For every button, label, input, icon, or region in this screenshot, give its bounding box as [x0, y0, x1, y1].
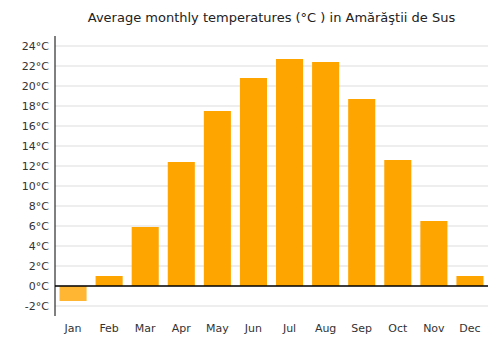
x-tick-label: May	[206, 322, 229, 335]
y-tick-label: 18°C	[22, 100, 49, 113]
zero-line	[55, 285, 488, 287]
grid-line	[55, 66, 488, 67]
bar	[96, 276, 123, 286]
grid-line	[55, 46, 488, 47]
x-tick-label: Dec	[459, 322, 480, 335]
x-tick-label: Nov	[423, 322, 445, 335]
x-tick-label: Mar	[135, 322, 156, 335]
chart-container: Average monthly temperatures (°C ) in Am…	[0, 0, 500, 350]
y-tick-label: 0°C	[29, 280, 49, 293]
x-tick-label: Apr	[172, 322, 192, 335]
y-tick-label: 20°C	[22, 80, 49, 93]
grid-line	[55, 86, 488, 87]
bar	[348, 99, 375, 286]
y-axis-line	[55, 36, 56, 316]
bars	[60, 59, 484, 301]
y-tick-label: 14°C	[22, 140, 49, 153]
x-tick-label: Jul	[282, 322, 296, 335]
y-tick-label: 8°C	[29, 200, 49, 213]
y-tick-label: 16°C	[22, 120, 49, 133]
bar	[312, 62, 339, 286]
x-tick-label: Jan	[64, 322, 82, 335]
y-tick-label: 2°C	[29, 260, 49, 273]
x-tick-label: Feb	[99, 322, 118, 335]
x-tick-label: Jun	[244, 322, 262, 335]
title: Average monthly temperatures (°C ) in Am…	[88, 10, 456, 25]
bar	[168, 162, 195, 286]
grid-line	[55, 126, 488, 127]
y-tick-label: 24°C	[22, 40, 49, 53]
grid-line	[55, 186, 488, 187]
y-tick-label: 10°C	[22, 180, 49, 193]
chart-svg: Average monthly temperatures (°C ) in Am…	[0, 0, 500, 350]
bar	[204, 111, 231, 286]
y-tick-label: 12°C	[22, 160, 49, 173]
bar	[132, 227, 159, 286]
bar	[456, 276, 483, 286]
x-tick-label: Sep	[351, 322, 372, 335]
grid-line	[55, 206, 488, 207]
grid-line	[55, 286, 488, 287]
grid-line	[55, 106, 488, 107]
y-tick-label: 4°C	[29, 240, 49, 253]
y-tick-label: 6°C	[29, 220, 49, 233]
y-tick-label: 22°C	[22, 60, 49, 73]
bar	[60, 286, 87, 301]
grid-line	[55, 166, 488, 167]
bar	[384, 160, 411, 286]
x-tick-label: Aug	[315, 322, 336, 335]
y-tick-label: -2°C	[25, 300, 49, 313]
grid	[55, 46, 488, 306]
bar	[420, 221, 447, 286]
grid-line	[55, 146, 488, 147]
grid-line	[55, 306, 488, 307]
bar	[276, 59, 303, 286]
x-tick-label: Oct	[388, 322, 408, 335]
bar	[240, 78, 267, 286]
